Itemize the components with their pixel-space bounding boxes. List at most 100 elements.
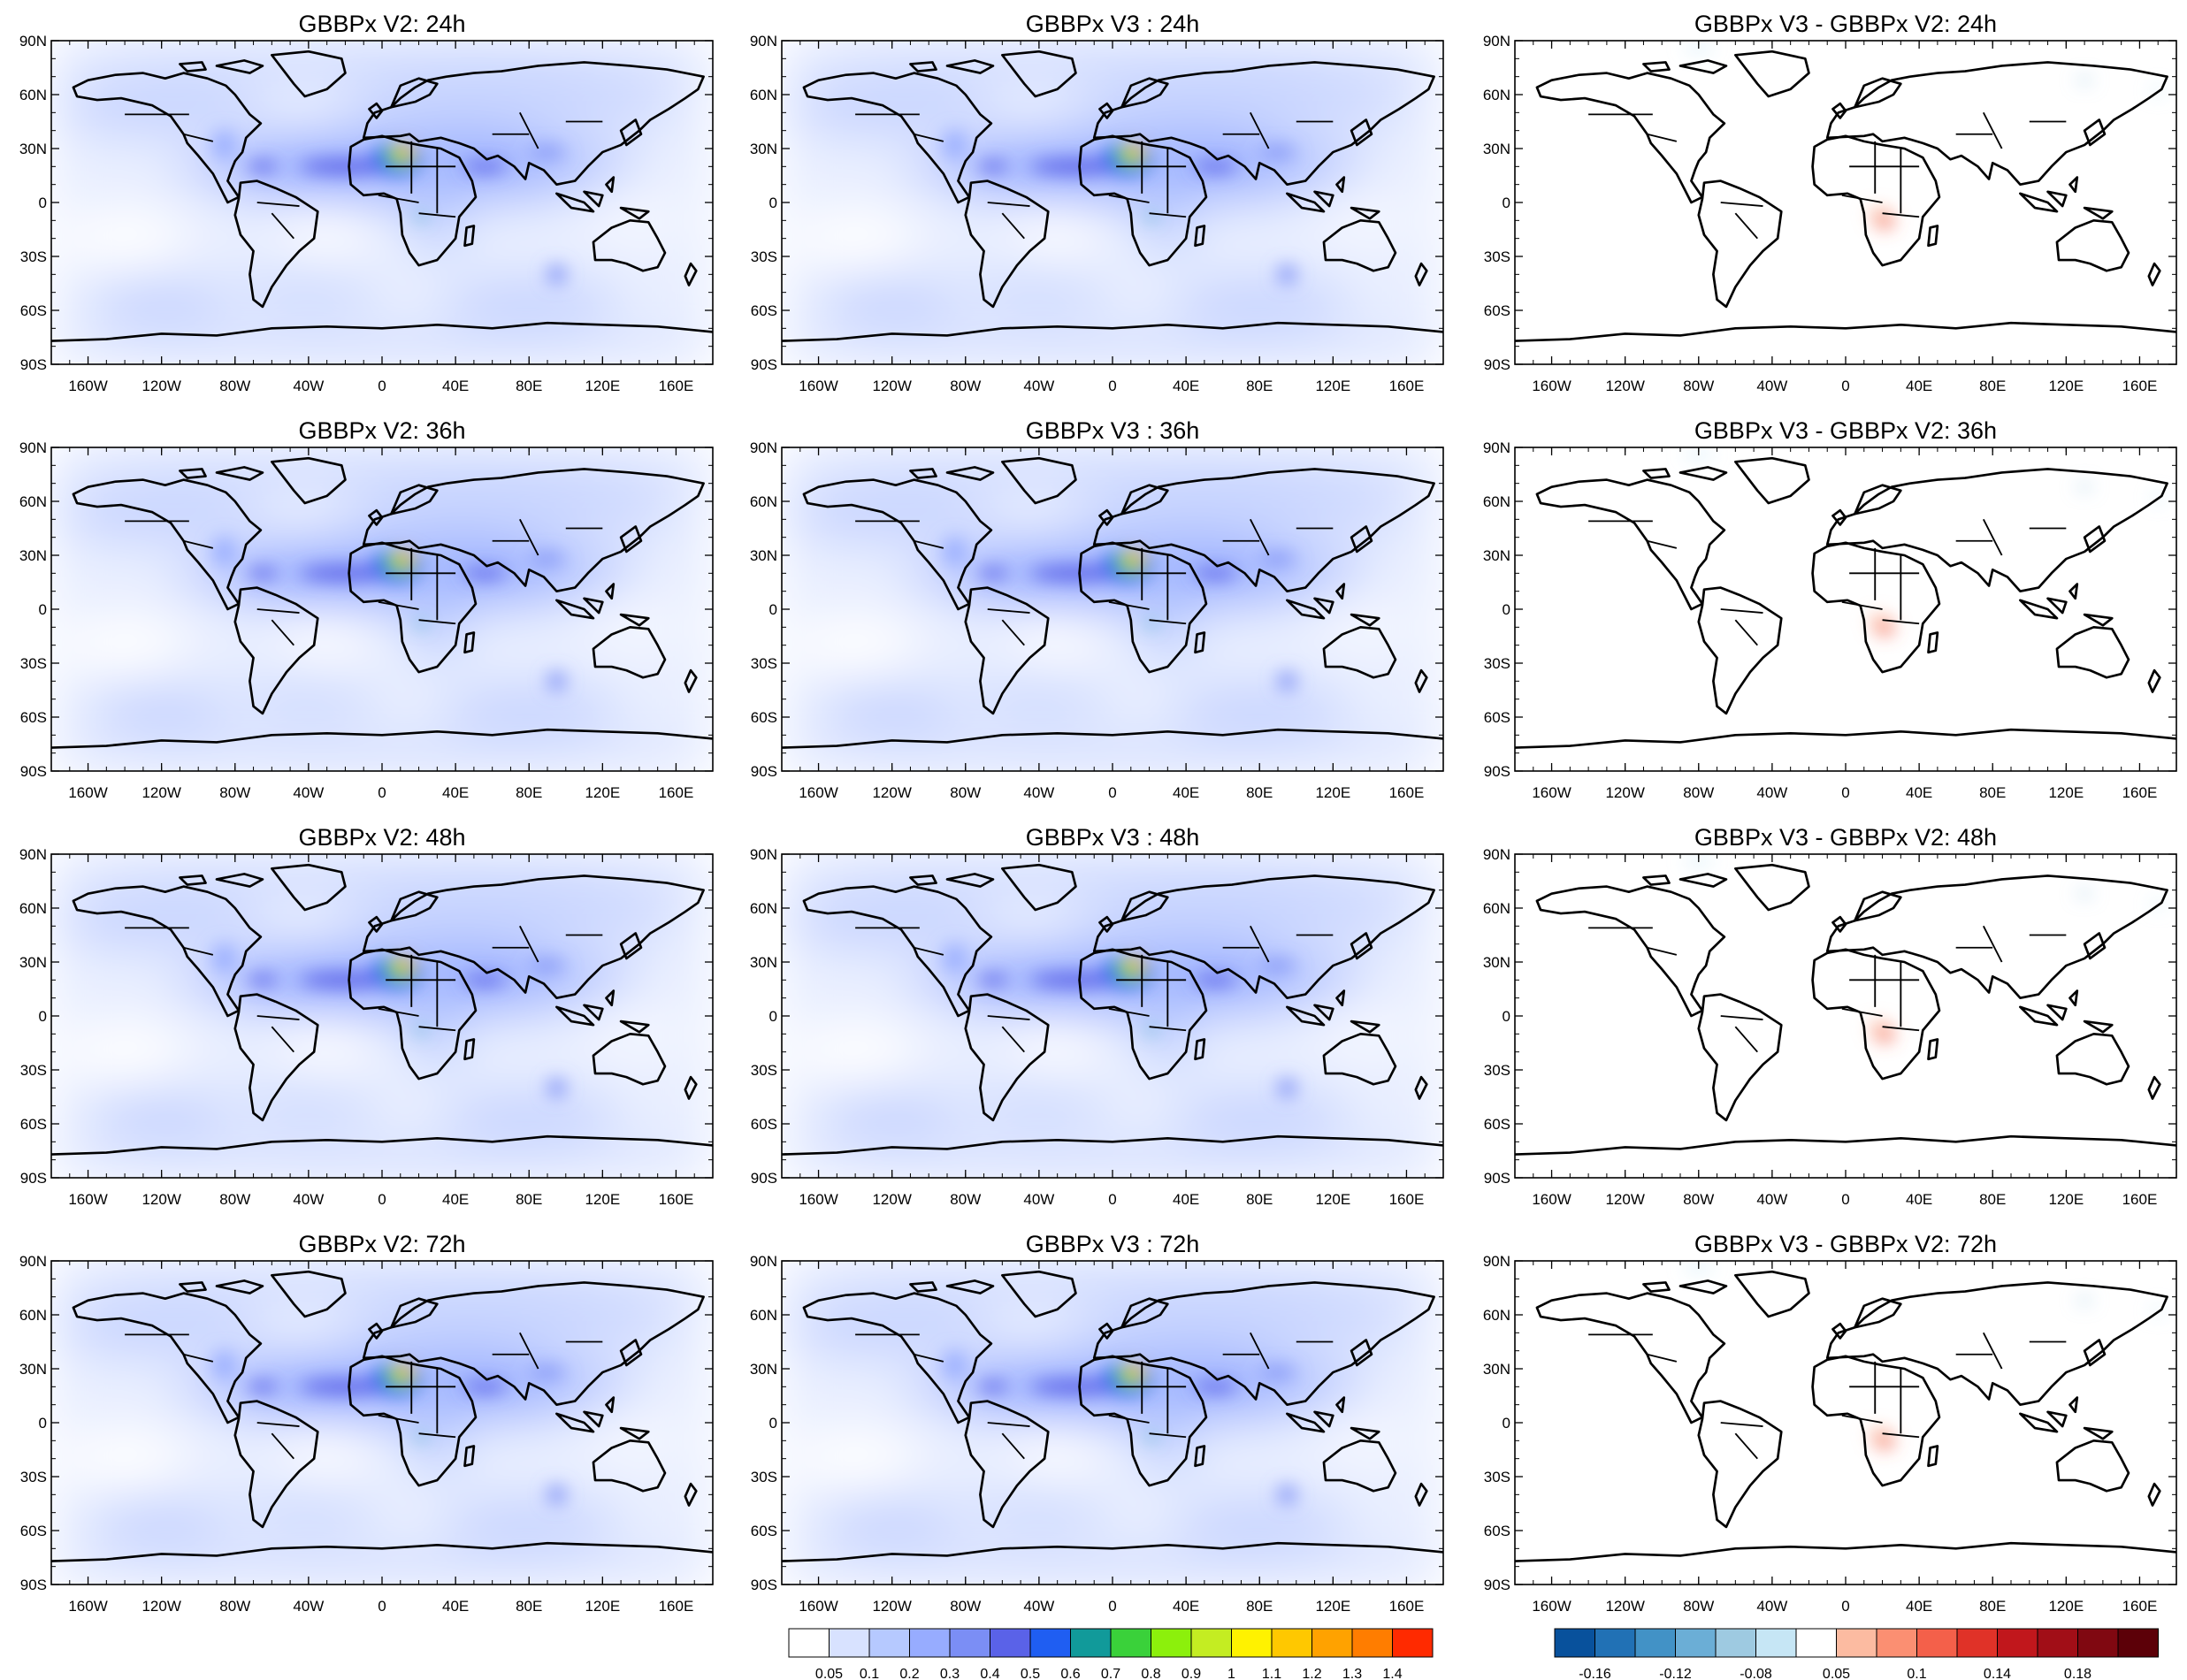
lon-tick-label: 120E: [1315, 784, 1350, 801]
smoke-field: [782, 41, 1443, 364]
lon-tick-label: 0: [378, 378, 386, 394]
lat-tick-label: 90S: [751, 763, 777, 780]
panel-title: GBBPx V3 : 48h: [1026, 824, 1200, 851]
lon-tick-label: 0: [1841, 1191, 1849, 1208]
colorbar-label: 0.7: [1101, 1667, 1120, 1680]
lat-tick-label: 60S: [20, 302, 47, 319]
lon-tick-label: 80W: [219, 378, 250, 394]
lon-tick-label: 40E: [1173, 784, 1199, 801]
lon-tick-label: 120E: [1315, 1598, 1350, 1615]
lon-tick-label: 40E: [1173, 1598, 1199, 1615]
map-panel: GBBPx V3 : 72h 90N 60N 30N 0 30S 60S 90S 160W 120…: [750, 1231, 1444, 1615]
colorbar-box: [1070, 1628, 1112, 1658]
lat-tick-label: 30S: [751, 655, 777, 672]
lon-tick-label: 120W: [872, 378, 911, 394]
lat-tick-label: 60S: [20, 1523, 47, 1539]
colorbar-box: [1554, 1628, 1595, 1658]
colorbar-label: 0.6: [1060, 1667, 1080, 1680]
lat-tick-label: 0: [769, 601, 777, 618]
smoke-field: [51, 1261, 713, 1585]
lon-tick-label: 120E: [2048, 1598, 2084, 1615]
lon-tick-label: 40E: [1173, 1191, 1199, 1208]
colorbar-box: [990, 1628, 1031, 1658]
lon-tick-label: 120W: [872, 1598, 911, 1615]
lon-tick-label: 160W: [68, 378, 107, 394]
panel-title: GBBPx V3 : 72h: [1026, 1231, 1200, 1257]
lat-tick-label: 90S: [1484, 356, 1510, 373]
lon-tick-label: 0: [378, 1191, 386, 1208]
panel-title: GBBPx V3 - GBBPx V2: 24h: [1694, 11, 1997, 37]
lon-tick-label: 160E: [2122, 378, 2158, 394]
map-panel: GBBPx V3 : 48h 90N 60N 30N 0 30S 60S 90S 160W 120…: [750, 824, 1444, 1208]
lon-tick-label: 80W: [950, 1191, 981, 1208]
lon-tick-label: 40E: [1906, 1598, 1932, 1615]
lon-tick-label: 120E: [585, 378, 620, 394]
colorbar-box: [1190, 1628, 1232, 1658]
lat-tick-label: 30S: [20, 655, 47, 672]
colorbar-label: 0.8: [1141, 1667, 1160, 1680]
lon-tick-label: 80E: [516, 1191, 542, 1208]
colorbar-box: [1715, 1628, 1756, 1658]
colorbar-label: 1.3: [1342, 1667, 1362, 1680]
lat-tick-label: 0: [1503, 601, 1510, 618]
lat-tick-label: 60N: [1483, 900, 1510, 917]
lon-tick-label: 80W: [1683, 1598, 1714, 1615]
lon-tick-label: 160W: [1532, 1191, 1571, 1208]
lon-tick-label: 80E: [516, 1598, 542, 1615]
lat-tick-label: 90N: [750, 33, 777, 50]
lon-tick-label: 120W: [1605, 1191, 1644, 1208]
lat-tick-label: 60N: [1483, 493, 1510, 510]
lon-tick-label: 40W: [1756, 1598, 1787, 1615]
lon-tick-label: 0: [1108, 784, 1116, 801]
lon-tick-label: 40W: [1023, 1191, 1054, 1208]
colorbar-label: 1.2: [1302, 1667, 1321, 1680]
lon-tick-label: 80E: [1979, 784, 2006, 801]
panel-title: GBBPx V2: 36h: [298, 417, 465, 444]
colorbar-label: 1: [1227, 1667, 1235, 1680]
map-panel: GBBPx V3 - GBBPx V2: 24h 90N 60N 30N 0 30S 60S…: [1483, 11, 2177, 394]
lat-tick-label: 60S: [20, 1116, 47, 1133]
lon-tick-label: 160W: [1532, 378, 1571, 394]
lat-tick-label: 30S: [751, 1062, 777, 1079]
lon-tick-label: 80W: [1683, 1191, 1714, 1208]
lon-tick-label: 120E: [1315, 378, 1350, 394]
lat-tick-label: 30N: [750, 141, 777, 157]
colorbar-box: [1997, 1628, 2038, 1658]
lon-tick-label: 120W: [872, 1191, 911, 1208]
lon-tick-label: 0: [1841, 378, 1849, 394]
lat-tick-label: 30S: [1484, 1469, 1510, 1485]
panel-title: GBBPx V2: 24h: [298, 11, 465, 37]
lat-tick-label: 90S: [1484, 763, 1510, 780]
lon-tick-label: 120W: [141, 1598, 180, 1615]
lon-tick-label: 40W: [1756, 1191, 1787, 1208]
lat-tick-label: 60S: [20, 709, 47, 726]
lon-tick-label: 160E: [1389, 784, 1425, 801]
colorbar-label: 1.1: [1262, 1667, 1281, 1680]
colorbar-box: [1836, 1628, 1877, 1658]
lon-tick-label: 160W: [799, 378, 837, 394]
lon-tick-label: 40W: [1023, 378, 1054, 394]
colorbar-box: [1795, 1628, 1837, 1658]
smoke-field: [51, 447, 713, 771]
lon-tick-label: 40W: [1023, 1598, 1054, 1615]
lat-tick-label: 60S: [1484, 1523, 1510, 1539]
lat-tick-label: 60S: [1484, 302, 1510, 319]
lon-tick-label: 120E: [585, 1191, 620, 1208]
lat-tick-label: 30S: [20, 1062, 47, 1079]
lat-tick-label: 30S: [751, 248, 777, 265]
lat-tick-label: 60N: [19, 87, 47, 103]
lon-tick-label: 0: [1108, 1191, 1116, 1208]
lat-tick-label: 90S: [751, 1577, 777, 1593]
lon-tick-label: 40W: [1756, 378, 1787, 394]
panel-title: GBBPx V3 - GBBPx V2: 48h: [1694, 824, 1997, 851]
lat-tick-label: 60N: [19, 493, 47, 510]
lat-tick-label: 90S: [1484, 1170, 1510, 1187]
lat-tick-label: 30N: [19, 954, 47, 971]
smoke-field: [782, 854, 1443, 1178]
lon-tick-label: 0: [1108, 378, 1116, 394]
lon-tick-label: 80W: [1683, 784, 1714, 801]
lon-tick-label: 0: [1841, 1598, 1849, 1615]
colorbar-box: [2037, 1628, 2078, 1658]
lat-tick-label: 90N: [1483, 1253, 1510, 1270]
colorbar-label: -0.16: [1579, 1667, 1611, 1680]
